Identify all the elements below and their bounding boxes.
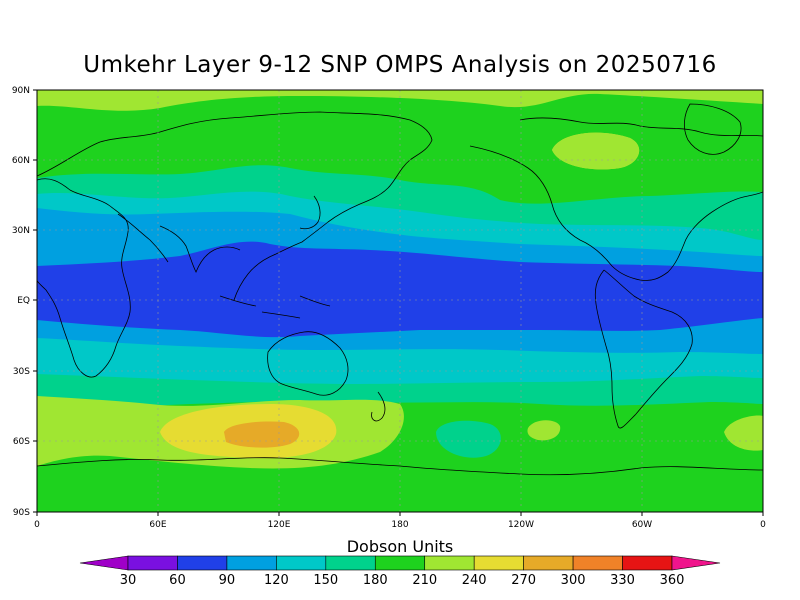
colorbar-swatch [523, 555, 574, 571]
coast-greenland [684, 103, 742, 155]
lat-label: 90N [12, 86, 30, 96]
coastlines [37, 103, 763, 476]
colorbar-arrow-left [79, 555, 129, 571]
colorbar-label: 150 [313, 573, 338, 588]
blob-canada-ring [552, 132, 640, 170]
colorbar-arrow-right [671, 555, 721, 571]
patch-lightgreen-2 [724, 415, 763, 451]
patch-lightgreen-1 [527, 420, 561, 441]
lat-label: 30N [12, 226, 30, 236]
colorbar-label: 240 [462, 573, 487, 588]
lat-label: 60S [13, 437, 30, 447]
lon-label: 0 [34, 520, 40, 530]
lon-label: 60E [149, 520, 166, 530]
colorbar-swatch [424, 555, 475, 571]
tick-marks [33, 89, 764, 516]
lon-label: 120W [508, 520, 534, 530]
lat-label: 90S [13, 508, 30, 518]
patch-teal-pacific [436, 420, 501, 458]
colorbar-label: 60 [169, 573, 186, 588]
coast-africa [37, 178, 131, 378]
coast-india [159, 225, 241, 273]
band-north-cap [37, 90, 763, 111]
coast-north-america [469, 145, 763, 281]
colorbar-label: 360 [660, 573, 685, 588]
coast-south-america [594, 269, 693, 429]
colorbar-label: 90 [219, 573, 236, 588]
colorbar-label: 120 [264, 573, 289, 588]
colorbar-label: 30 [120, 573, 137, 588]
coast-antarctica [37, 457, 763, 476]
colorbar-swatch [226, 555, 277, 571]
colorbar-swatch [127, 555, 178, 571]
band-south-polar [37, 467, 763, 512]
coast-arabia [117, 213, 169, 263]
lat-label: 30S [13, 367, 30, 377]
colorbar-swatch [473, 555, 524, 571]
colorbar-swatch [177, 555, 228, 571]
map-title: Umkehr Layer 9-12 SNP OMPS Analysis on 2… [83, 52, 717, 78]
coast-indonesia [219, 295, 331, 319]
coast-japan [299, 195, 321, 230]
lon-label: 0 [760, 520, 766, 530]
coast-eurasia [37, 111, 433, 301]
lat-label: 60N [12, 156, 30, 166]
gridlines [37, 90, 763, 512]
colorbar-swatch [276, 555, 327, 571]
coast-australia [267, 331, 349, 396]
colorbar-title: Dobson Units [346, 537, 454, 556]
colorbar-swatch [622, 555, 673, 571]
coast-nz [371, 391, 386, 422]
patch-orange-south [224, 421, 300, 448]
colorbar-swatch [572, 555, 623, 571]
colorbar-label: 300 [561, 573, 586, 588]
colorbar: 30 60 90 120 150 180 210 240 270 300 330 360 [79, 555, 721, 588]
lat-label: EQ [17, 296, 30, 306]
colorbar-label: 180 [363, 573, 388, 588]
colorbar-label: 270 [511, 573, 536, 588]
lon-label: 120E [268, 520, 291, 530]
lon-label: 180 [391, 520, 408, 530]
lon-label: 60W [632, 520, 652, 530]
colorbar-label: 330 [610, 573, 635, 588]
coast-canada-arctic [519, 117, 763, 137]
colorbar-swatch [374, 555, 426, 571]
colorbar-label: 210 [412, 573, 437, 588]
colorbar-swatch [325, 555, 376, 571]
